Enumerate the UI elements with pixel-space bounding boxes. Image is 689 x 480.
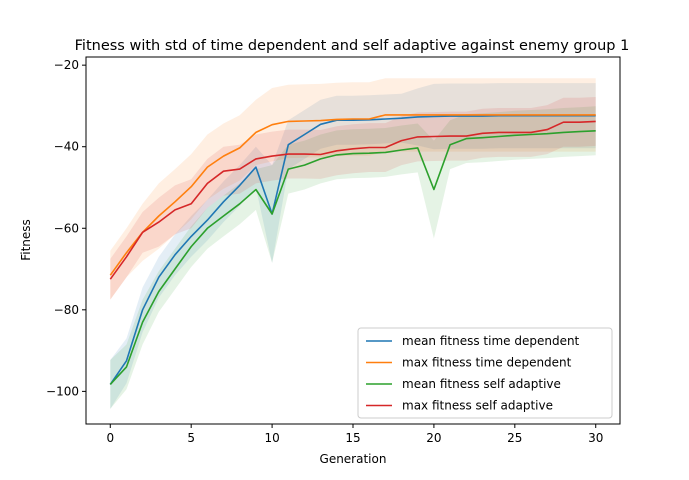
x-tick-label: 5	[187, 431, 195, 445]
chart-title: Fitness with std of time dependent and s…	[75, 38, 630, 54]
x-tick-label: 10	[264, 431, 279, 445]
y-tick-label: −40	[54, 140, 79, 154]
y-tick-label: −80	[54, 303, 79, 317]
x-tick-label: 30	[588, 431, 603, 445]
legend: mean fitness time dependent max fitness t…	[358, 328, 612, 418]
x-axis-label: Generation	[320, 452, 387, 466]
legend-label: mean fitness time dependent	[402, 334, 580, 348]
x-tick-label: 20	[426, 431, 441, 445]
y-axis-label: Fitness	[19, 219, 33, 261]
legend-label: max fitness self adaptive	[402, 399, 553, 413]
legend-label: mean fitness self adaptive	[402, 377, 561, 391]
y-tick-label: −100	[46, 384, 79, 398]
y-tick-label: −20	[54, 58, 79, 72]
y-tick-label: −60	[54, 221, 79, 235]
x-tick-label: 25	[507, 431, 522, 445]
x-tick-label: 15	[345, 431, 360, 445]
legend-label: max fitness time dependent	[402, 356, 572, 370]
x-tick-label: 0	[106, 431, 114, 445]
